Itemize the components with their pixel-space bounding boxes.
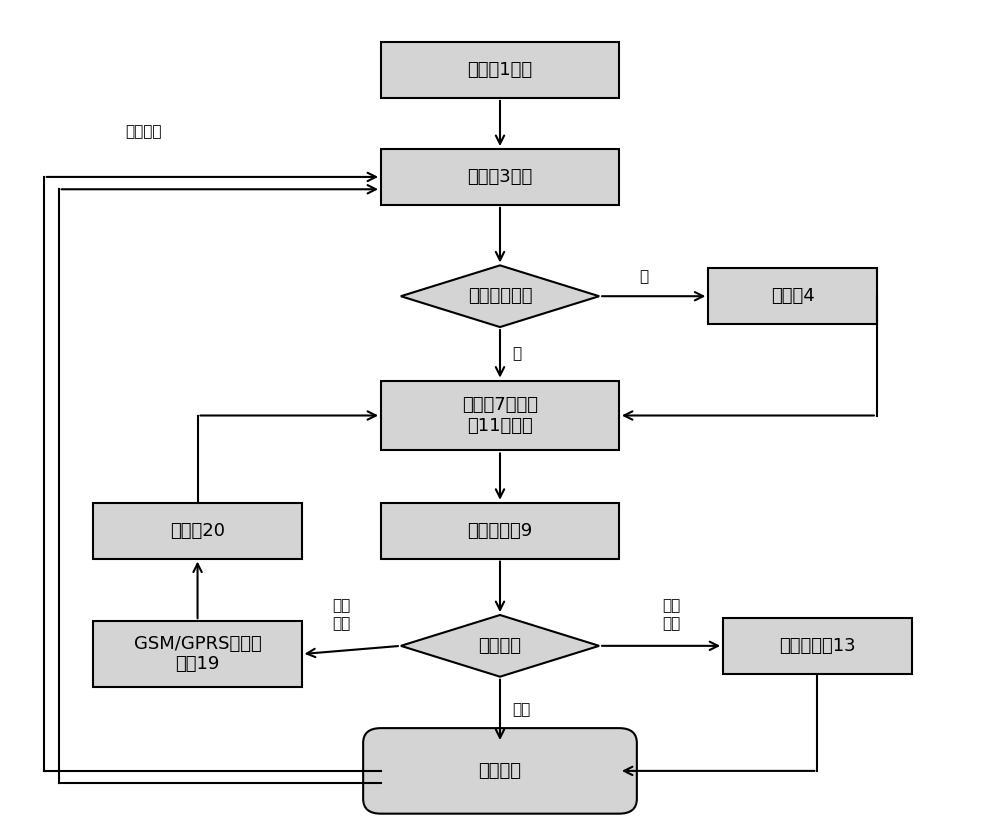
Text: 降水井1抽水: 降水井1抽水 <box>467 61 533 79</box>
Text: 集水箱3沉淀: 集水箱3沉淀 <box>467 168 533 186</box>
Polygon shape <box>401 615 599 676</box>
FancyBboxPatch shape <box>708 268 877 324</box>
FancyBboxPatch shape <box>381 503 619 558</box>
Text: 定期回扬: 定期回扬 <box>125 124 161 139</box>
Text: 否: 否 <box>639 269 648 284</box>
Polygon shape <box>401 265 599 327</box>
Text: 整体
偏差: 整体 偏差 <box>332 598 350 631</box>
Text: 个别
偏大: 个别 偏大 <box>662 598 680 631</box>
FancyBboxPatch shape <box>363 728 637 814</box>
FancyBboxPatch shape <box>723 618 912 674</box>
Text: 总控台20: 总控台20 <box>170 522 225 539</box>
Text: 变频泵7（变频
器11调压）: 变频泵7（变频 器11调压） <box>462 396 538 435</box>
FancyBboxPatch shape <box>93 503 302 558</box>
Text: GSM/GPRS无线传
感器19: GSM/GPRS无线传 感器19 <box>134 635 261 673</box>
Text: 压力传感器9: 压力传感器9 <box>467 522 533 539</box>
Text: 合适: 合适 <box>512 702 530 717</box>
FancyBboxPatch shape <box>381 381 619 450</box>
Text: 过滤器4: 过滤器4 <box>771 288 814 305</box>
Text: 各回灌井: 各回灌井 <box>479 762 522 779</box>
FancyBboxPatch shape <box>381 149 619 205</box>
Text: 水用减压阀13: 水用减压阀13 <box>779 637 856 655</box>
Text: 水质是否合格: 水质是否合格 <box>468 288 532 305</box>
Text: 压力大小: 压力大小 <box>479 637 522 655</box>
FancyBboxPatch shape <box>381 42 619 98</box>
Text: 是: 是 <box>512 347 521 361</box>
FancyBboxPatch shape <box>93 621 302 687</box>
